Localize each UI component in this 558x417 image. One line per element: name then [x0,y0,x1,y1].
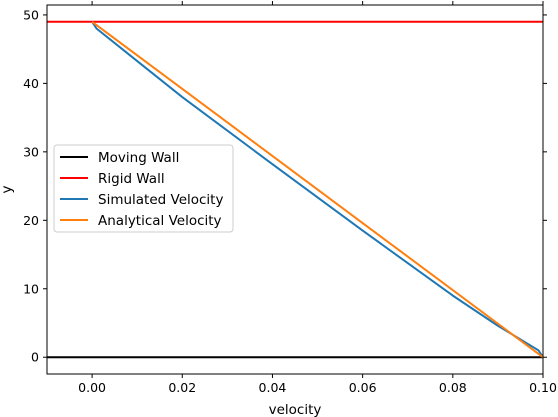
legend-entry-label: Simulated Velocity [98,192,223,208]
legend-entry-label: Analytical Velocity [98,213,222,229]
x-axis-label: velocity [269,402,322,417]
y-tick-label: 0 [31,350,39,365]
x-tick-label: 0.02 [168,380,196,395]
x-tick-label: 0.00 [78,380,106,395]
y-tick-label: 40 [23,76,39,91]
y-tick-label: 50 [23,7,39,22]
x-tick-label: 0.06 [349,380,377,395]
x-tick-label: 0.08 [439,380,467,395]
y-tick-label: 20 [23,213,39,228]
y-tick-label: 30 [23,144,39,159]
legend: Moving Wall Rigid Wall Simulated Velocity A… [53,144,234,233]
series-line-simulated-velocity [91,21,543,358]
y-tick-label: 10 [23,281,39,296]
x-tick-label: 0.10 [529,380,557,395]
ticks: 0.00 0.02 0.04 0.06 0.08 0.10 0 10 20 30 40 50 [23,1,557,395]
y-axis-label: y [0,186,15,194]
axes-frame [46,4,544,375]
series-line-analytical-velocity [91,20,543,359]
legend-entry-label: Moving Wall [98,150,179,166]
legend-box [53,144,234,233]
x-tick-label: 0.04 [259,380,287,395]
legend-entry-label: Rigid Wall [98,171,165,187]
plot-lines [47,20,543,359]
